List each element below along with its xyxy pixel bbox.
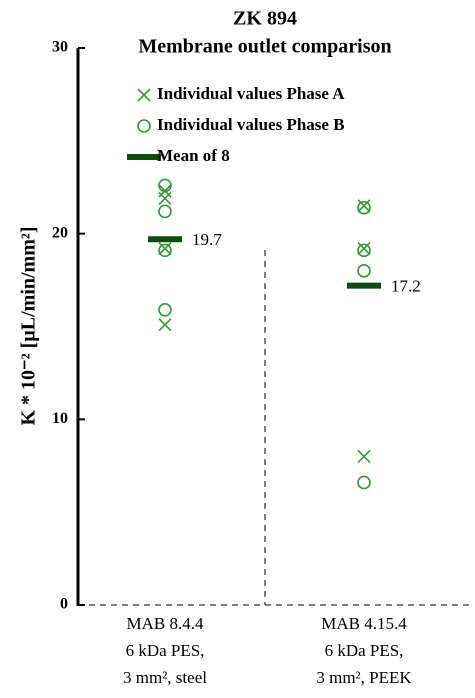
data-point: [158, 204, 172, 219]
data-point: [158, 302, 172, 317]
marker-stroke: [158, 241, 172, 256]
legend-label: Individual values Phase A: [157, 84, 345, 103]
marker-stroke: [357, 449, 371, 464]
chart-title: ZK 894: [233, 8, 297, 30]
marker-stroke: [158, 318, 172, 332]
data-point: [158, 241, 172, 256]
x-tick-label: MAB 8.4.4: [127, 614, 204, 633]
mean-mark: [148, 236, 182, 243]
data-point: [357, 449, 371, 464]
data-point: [357, 243, 371, 258]
marker-stroke: [357, 199, 371, 213]
y-tick-label: 0: [60, 596, 68, 613]
data-point: [357, 263, 371, 278]
data-point: [357, 475, 371, 490]
mean-mark: [347, 282, 381, 289]
y-tick-label: 30: [52, 39, 68, 56]
legend-label: Mean of 8: [157, 146, 230, 165]
marker-stroke: [137, 88, 151, 102]
legend-marker: [137, 119, 151, 133]
data-point: [158, 191, 172, 205]
marker-stroke: [158, 191, 172, 205]
chart-title: Membrane outlet comparison: [138, 36, 391, 58]
value-label: 17.2: [391, 277, 421, 296]
x-tick-label: 3 mm², steel: [123, 668, 207, 687]
y-axis-label: K * 10⁻² [µL/min/mm²]: [18, 226, 40, 425]
data-point: [357, 241, 371, 256]
data-point: [158, 318, 172, 332]
data-point: [357, 199, 371, 213]
y-tick-label: 10: [52, 410, 68, 427]
x-tick-label: MAB 4.15.4: [321, 614, 407, 633]
value-label: 19.7: [192, 230, 222, 249]
x-tick-label: 6 kDa PES,: [325, 641, 404, 660]
marker-stroke: [357, 241, 371, 256]
data-point: [357, 200, 371, 215]
data-point: [158, 243, 172, 258]
legend-marker: [137, 88, 151, 102]
legend-marker: [127, 154, 161, 160]
y-tick-label: 20: [52, 224, 68, 241]
x-tick-label: 3 mm², PEEK: [316, 668, 412, 687]
legend-label: Individual values Phase B: [157, 115, 345, 134]
data-point: [158, 178, 172, 193]
x-tick-label: 6 kDa PES,: [126, 641, 205, 660]
